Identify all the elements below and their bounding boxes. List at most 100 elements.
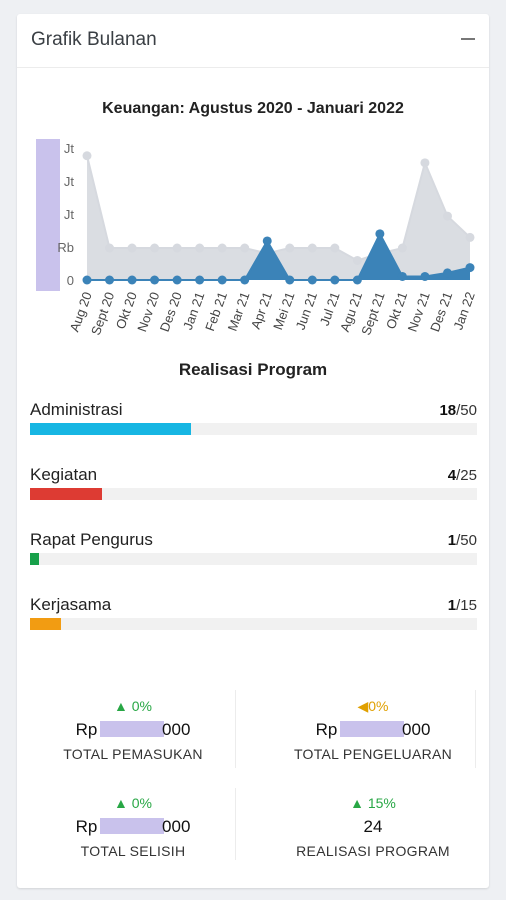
data-point [375,229,385,239]
card-title: Grafik Bulanan [31,29,157,50]
data-point [352,275,362,285]
program-kegiatan: Kegiatan 4/25 [30,465,477,505]
data-point [217,275,227,285]
stat-change-value: 0% [131,698,152,714]
program-label: Kerjasama [30,595,112,614]
stat-change: ▲ 15% [273,795,473,813]
value-suffix: 000 [162,817,191,836]
card-header: Grafik Bulanan [17,14,489,68]
data-point [82,151,92,161]
data-point [127,243,137,253]
stat-label: TOTAL SELISIH [80,843,186,859]
data-point [217,243,227,253]
stat-value: Rp 000 [316,720,431,742]
program-total: /50 [456,532,477,549]
finance-chart: Keuangan: Agustus 2020 - Januari 2022 0 R… [17,68,489,358]
stat-total-pemasukan: ▲ 0% Rp 000 TOTAL PEMASUKAN [33,698,233,762]
data-point [307,243,317,253]
program-done: 4 [447,467,457,484]
caret-up-icon: ▲ [114,698,128,714]
chart-title: Keuangan: Agustus 2020 - Januari 2022 [102,100,404,117]
program-count: 1/50 [448,532,477,549]
stat-label: REALISASI PROGRAM [296,843,450,859]
caret-left-icon: ◀ [357,698,369,714]
program-label: Administrasi [30,400,123,419]
data-point [420,271,430,281]
data-point [352,255,362,265]
data-point [465,232,475,242]
y-tick-label: Jt [64,207,75,222]
realisasi-title: Realisasi Program [178,360,328,379]
caret-up-icon: ▲ [350,795,364,811]
data-point [397,271,407,281]
caret-up-icon: ▲ [114,795,128,811]
collapse-icon[interactable] [461,38,475,40]
y-tick-label: Jt [64,141,75,156]
program-total: /50 [456,402,477,419]
program-administrasi: Administrasi 18/50 [30,400,477,440]
data-point [442,211,452,221]
program-done: 1 [447,532,457,549]
data-point [195,275,205,285]
data-point [285,243,295,253]
stat-value: 24 [363,817,383,836]
data-point [262,236,272,246]
data-point [82,275,92,285]
progress-fill [30,488,102,500]
data-point [420,158,430,168]
divider [475,690,476,768]
stat-value: Rp 000 [76,817,191,839]
value-suffix: 000 [402,720,431,739]
y-tick-label: 0 [67,273,74,288]
divider [235,788,236,860]
stat-change-value: 0% [368,698,389,714]
program-done: 1 [447,597,457,614]
progress-fill [30,618,62,630]
program-rapat-pengurus: Rapat Pengurus 1/50 [30,530,477,570]
divider [235,690,236,768]
progress-track [30,423,477,435]
data-point [127,275,137,285]
program-kerjasama: Kerjasama 1/15 [30,595,477,635]
progress-fill [30,423,191,435]
progress-fill [30,553,39,565]
data-point [105,243,115,253]
stat-total-selisih: ▲ 0% Rp 000 TOTAL SELISIH [33,795,233,859]
data-point [195,243,205,253]
stat-change: ◀0% [273,698,473,716]
program-done: 18 [439,402,457,419]
value-suffix: 000 [162,720,191,739]
y-tick-label: Rb [57,240,74,255]
data-point [240,275,250,285]
data-point [150,275,160,285]
data-point [150,243,160,253]
program-count: 4/25 [448,467,477,484]
data-point [330,275,340,285]
stat-label: TOTAL PEMASUKAN [63,746,203,762]
progress-track [30,618,477,630]
program-count: 18/50 [439,402,477,419]
stat-change: ▲ 0% [33,795,233,813]
redacted-mask [36,139,60,291]
y-tick-label: Jt [64,174,75,189]
redacted-mask [340,721,405,737]
redacted-mask [100,721,165,737]
progress-track [30,553,477,565]
stat-change-value: 0% [131,795,152,811]
data-point [307,275,317,285]
program-count: 1/15 [448,597,477,614]
redacted-mask [100,818,165,834]
data-point [442,268,452,278]
currency-prefix: Rp [75,720,98,739]
stat-change-value: 15% [367,795,396,811]
data-point [465,263,475,273]
program-total: /25 [456,467,477,484]
data-point [397,243,407,253]
data-point [330,243,340,253]
stat-change: ▲ 0% [33,698,233,716]
currency-prefix: Rp [315,720,338,739]
data-point [240,243,250,253]
stat-label: TOTAL PENGELUARAN [293,746,453,762]
data-point [105,275,115,285]
